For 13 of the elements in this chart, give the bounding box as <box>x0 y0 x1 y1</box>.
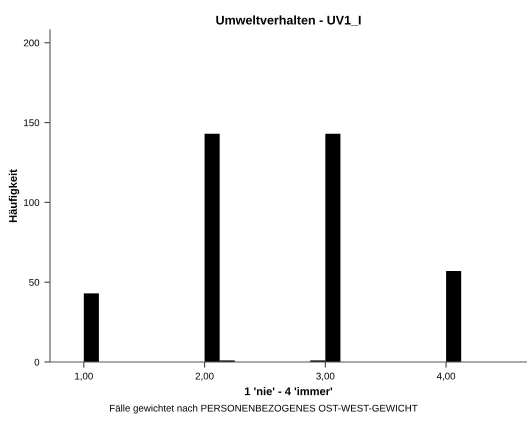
y-axis-title: Häufigkeit <box>8 169 20 222</box>
y-tick-label: 100 <box>24 199 40 206</box>
x-tick-label: 3,00 <box>316 372 334 381</box>
y-tick-label: 50 <box>29 278 40 286</box>
x-tick-label: 1,00 <box>75 372 93 381</box>
x-axis-title: 1 'nie' - 4 'immer' <box>245 387 332 396</box>
y-tick-label: 0 <box>34 358 40 366</box>
x-tick-label: 4,00 <box>436 372 456 381</box>
x-tick-label: 2,00 <box>196 372 214 381</box>
text: Fälle gewichtet nach PERSONENBEZOGENES OST-WEST-GEWICHT <box>110 404 418 414</box>
y-tick-label: 150 <box>24 119 40 126</box>
chart-title: Umweltverhalten - UV1_I <box>216 15 361 26</box>
y-tick-label: 200 <box>24 40 40 46</box>
